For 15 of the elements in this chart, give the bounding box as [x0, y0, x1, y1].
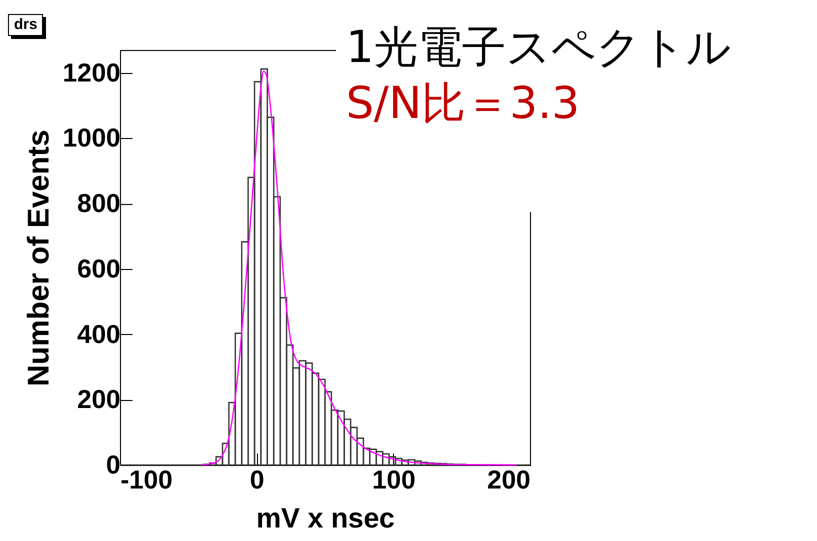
y-axis-title: Number of Events — [22, 130, 56, 386]
chart-title: 1光電子スペクトル — [346, 21, 732, 75]
y-tick-label: 200 — [77, 384, 120, 414]
text: S/N比＝3.3 — [346, 77, 581, 131]
x-tick-label: 0 — [250, 464, 264, 494]
text: drs — [8, 14, 44, 36]
x-tick-label: 200 — [487, 464, 530, 494]
x-tick-label: -100 — [120, 464, 173, 494]
x-tick-label: 100 — [372, 464, 416, 494]
y-tick-label: 600 — [77, 253, 120, 284]
y-tick-label: 800 — [77, 188, 120, 218]
y-tick-label: 1200 — [62, 57, 120, 88]
x-axis-title: mV x nsec — [256, 502, 395, 534]
y-tick-label: 1000 — [62, 122, 120, 153]
y-tick-label: 400 — [77, 318, 120, 349]
